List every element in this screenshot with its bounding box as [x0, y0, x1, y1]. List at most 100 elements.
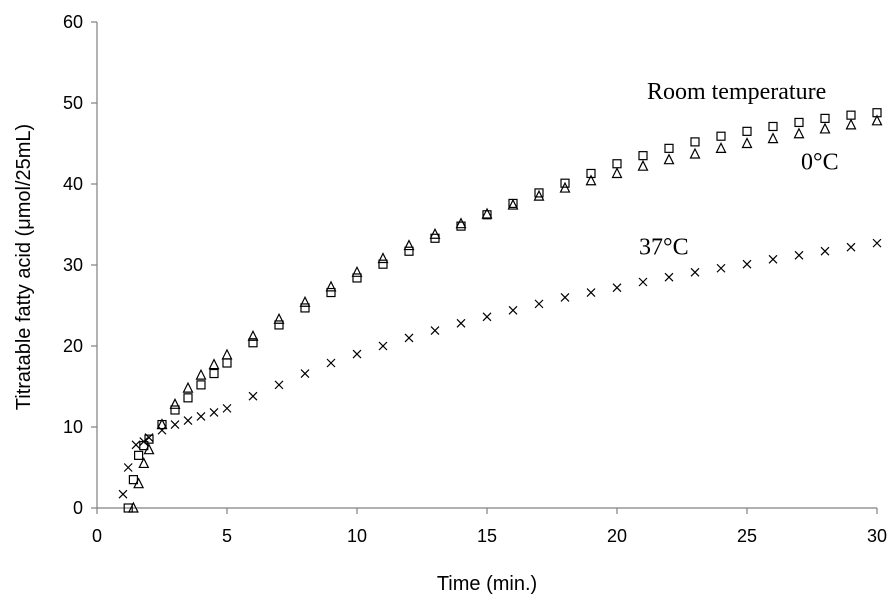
- data-point: [508, 305, 518, 315]
- series-annotation: 37°C: [639, 234, 689, 260]
- x-tick-label: 5: [222, 526, 232, 546]
- data-point: [127, 501, 139, 513]
- data-point: [638, 277, 648, 287]
- data-point: [689, 147, 701, 159]
- data-point: [144, 433, 154, 442]
- data-point: [377, 252, 389, 264]
- data-point: [534, 188, 544, 198]
- data-point: [871, 114, 883, 126]
- data-point: [793, 127, 805, 139]
- data-point: [716, 263, 726, 273]
- data-point: [128, 475, 138, 485]
- data-point: [715, 142, 727, 153]
- data-point: [134, 450, 144, 460]
- data-point: [455, 217, 467, 229]
- data-point: [690, 137, 700, 147]
- data-point: [208, 358, 220, 370]
- y-tick-label: 30: [63, 255, 83, 275]
- data-point: [533, 189, 545, 201]
- data-point: [534, 299, 544, 309]
- data-point: [819, 122, 831, 134]
- data-point: [352, 273, 362, 283]
- data-point: [794, 117, 804, 128]
- data-point: [430, 326, 440, 336]
- data-point: [742, 259, 752, 269]
- data-point: [169, 397, 181, 409]
- data-point: [247, 329, 259, 341]
- data-point: [664, 272, 674, 282]
- data-point: [794, 250, 804, 260]
- data-point: [456, 318, 466, 328]
- data-point: [586, 168, 596, 179]
- data-point: [820, 246, 830, 256]
- data-point: [196, 412, 206, 421]
- data-point: [481, 207, 493, 219]
- x-tick-label: 15: [477, 526, 497, 546]
- data-point: [820, 113, 830, 123]
- data-point: [144, 434, 154, 444]
- data-point: [507, 198, 519, 210]
- data-point: [123, 463, 133, 472]
- data-point: [742, 126, 752, 136]
- y-tick-label: 60: [63, 12, 83, 32]
- data-point: [585, 174, 597, 186]
- data-point: [274, 380, 284, 390]
- data-point: [183, 416, 193, 425]
- data-point: [139, 437, 149, 447]
- axes: [91, 21, 878, 514]
- data-series: [118, 108, 883, 513]
- data-point: [482, 210, 492, 220]
- y-tick-label: 0: [73, 498, 83, 518]
- x-tick-label: 0: [92, 526, 102, 546]
- x-tick-label: 25: [737, 526, 757, 546]
- data-point: [326, 287, 336, 298]
- data-point: [559, 181, 571, 193]
- y-tick-label: 50: [63, 93, 83, 113]
- data-point: [300, 369, 310, 378]
- series-cross: [118, 238, 882, 499]
- data-point: [637, 159, 649, 171]
- data-point: [403, 239, 415, 251]
- y-tick-label: 40: [63, 174, 83, 194]
- data-point: [690, 267, 700, 277]
- data-point: [133, 477, 145, 489]
- data-point: [378, 341, 388, 351]
- data-point: [586, 288, 596, 297]
- data-point: [768, 121, 778, 132]
- annotations: Room temperature 0°C 37°C: [639, 79, 839, 261]
- series-annotation: 0°C: [801, 149, 839, 175]
- data-point: [196, 380, 206, 390]
- data-point: [352, 349, 362, 359]
- data-point: [274, 320, 284, 330]
- data-point: [845, 118, 857, 130]
- data-point: [378, 259, 388, 269]
- data-point: [716, 131, 726, 141]
- data-point: [325, 280, 337, 292]
- data-point: [143, 443, 155, 455]
- data-point: [183, 393, 193, 403]
- x-tick-label: 10: [347, 526, 367, 546]
- data-point: [118, 489, 128, 499]
- data-point: [612, 283, 622, 293]
- x-tick-label: 30: [867, 526, 887, 546]
- data-point: [404, 333, 414, 343]
- data-point: [326, 358, 336, 368]
- data-point: [768, 254, 778, 264]
- data-point: [170, 420, 180, 429]
- x-axis-title: Time (min.): [437, 573, 537, 595]
- tick-labels: 0 10 20 30 40 50 60 0 5 10 15 20 25 30: [63, 12, 887, 546]
- data-point: [195, 368, 207, 380]
- data-point: [846, 242, 856, 252]
- data-point: [741, 137, 753, 149]
- data-point: [123, 503, 133, 513]
- data-point: [248, 338, 258, 348]
- data-point: [273, 312, 285, 324]
- series-annotation: Room temperature: [647, 79, 826, 105]
- data-point: [612, 159, 622, 169]
- data-point: [404, 246, 414, 256]
- data-point: [222, 358, 232, 368]
- data-point: [300, 303, 310, 313]
- data-point: [560, 292, 570, 302]
- y-tick-label: 20: [63, 336, 83, 356]
